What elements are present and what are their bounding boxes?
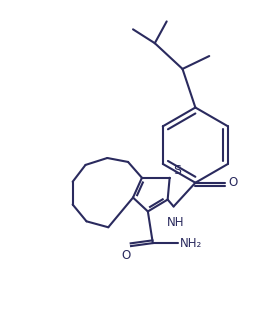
Text: O: O [228, 176, 237, 189]
Text: NH₂: NH₂ [180, 237, 202, 249]
Text: NH: NH [167, 216, 184, 229]
Text: S: S [174, 164, 182, 177]
Text: O: O [122, 249, 131, 262]
